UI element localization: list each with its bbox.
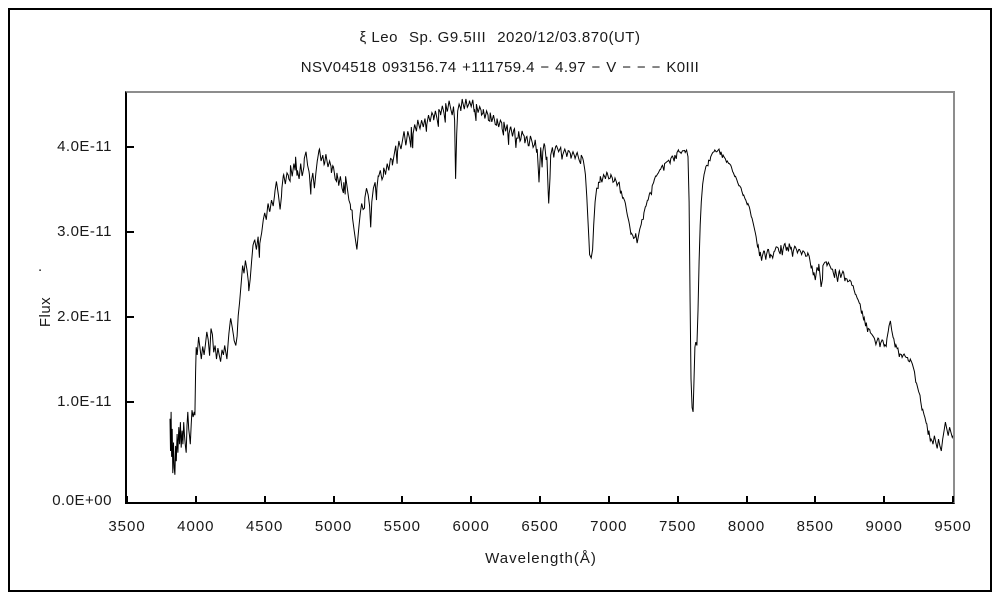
spectrum-line — [169, 98, 953, 475]
x-tick-label: 5500 — [383, 518, 422, 535]
y-tick-label: 1.0E-11 — [57, 392, 112, 410]
x-tick-label: 6000 — [452, 518, 490, 535]
chart-subtitle: NSV04518 093156.74 +111759.4 − 4.97 − V … — [300, 59, 700, 76]
x-axis-label: Wavelength(Å) — [485, 550, 597, 567]
x-axis-tick — [401, 496, 404, 502]
x-tick-label: 5000 — [314, 518, 353, 535]
x-tick-label: 4500 — [245, 518, 284, 535]
x-axis-tick — [607, 496, 610, 502]
spectrum-svg — [169, 98, 953, 475]
x-tick-label: 8500 — [796, 518, 835, 535]
x-tick-label: 9000 — [865, 518, 903, 535]
y-axis-tick — [127, 230, 134, 233]
y-tick-label: 2.0E-11 — [57, 307, 112, 325]
x-tick-label: 8000 — [727, 518, 766, 535]
x-axis-tick — [814, 496, 817, 502]
stray-dot: . — [38, 258, 43, 275]
spectral-type: Sp. G9.5III — [408, 29, 487, 46]
x-axis-tick — [470, 496, 473, 502]
x-axis-tick — [883, 496, 886, 502]
observation-date: 2020/12/03.870(UT) — [497, 29, 641, 46]
x-tick-label: 7000 — [590, 518, 628, 535]
x-axis-tick — [745, 496, 748, 502]
chart-title: ξ Leo Sp. G9.5III 2020/12/03.870(UT) — [0, 29, 1000, 46]
y-tick-label: 4.0E-11 — [57, 137, 112, 155]
x-axis-tick — [539, 496, 541, 502]
y-tick-label: 3.0E-11 — [57, 222, 112, 240]
x-axis-tick — [676, 496, 679, 502]
y-axis-tick — [127, 400, 134, 403]
x-tick-label: 4000 — [177, 518, 215, 535]
outer-border — [8, 8, 992, 592]
x-axis-tick — [952, 496, 954, 502]
x-tick-label: 9500 — [934, 518, 972, 535]
x-axis-tick — [263, 496, 266, 502]
y-tick-label: 0.0E+00 — [52, 491, 112, 509]
x-axis-tick — [194, 496, 197, 502]
y-axis-tick — [127, 145, 134, 148]
x-tick-label: 3500 — [108, 518, 146, 535]
object-name: ξ Leo — [359, 29, 398, 46]
x-tick-label: 6500 — [521, 518, 559, 535]
x-axis-tick — [332, 496, 335, 502]
y-axis-tick — [127, 315, 134, 318]
x-tick-label: 7500 — [658, 518, 697, 535]
plot-area — [125, 91, 955, 504]
x-axis-tick — [126, 496, 128, 502]
